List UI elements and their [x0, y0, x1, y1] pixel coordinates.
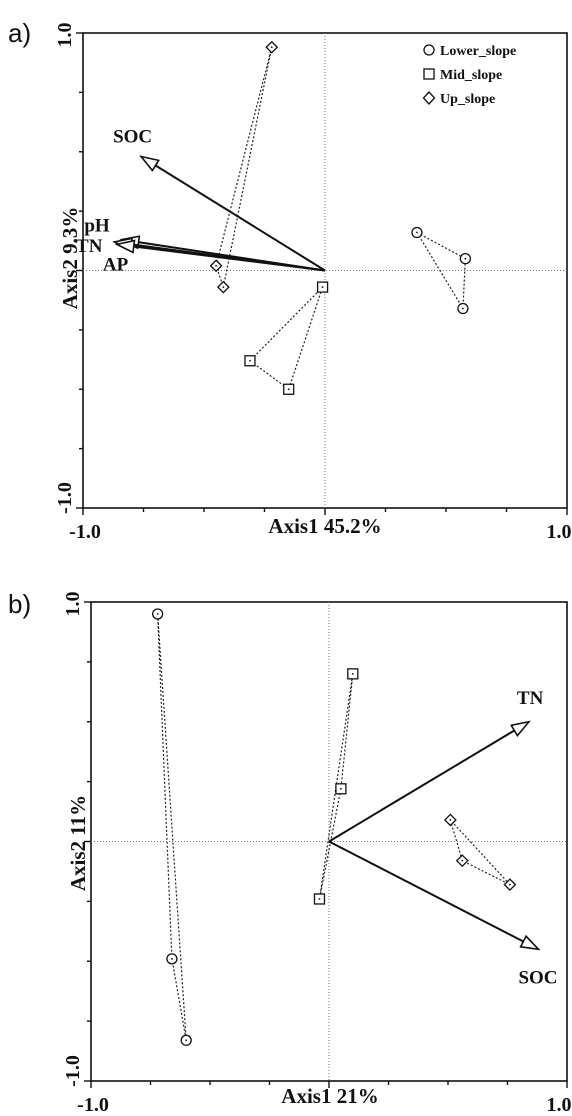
- data-point-up-slope-center: [270, 46, 273, 49]
- panel-label: a): [8, 18, 31, 48]
- data-point-mid-slope-center: [287, 388, 290, 391]
- group-hull-lower-slope: [157, 613, 187, 1041]
- data-point-up-slope-center: [461, 859, 464, 862]
- x-axis-title: Axis1 21%: [281, 1084, 378, 1108]
- group-hull-mid-slope: [249, 286, 324, 391]
- data-point-lower-slope-center: [416, 231, 418, 234]
- vector-label-soc: SOC: [518, 967, 557, 988]
- group-hull-up-slope: [215, 47, 273, 290]
- vector-label-ap: AP: [103, 254, 129, 275]
- vector-arrow-soc: [141, 157, 326, 272]
- data-point-up-slope-center: [508, 883, 511, 886]
- data-point-lower-slope-center: [464, 257, 467, 260]
- legend-diamond-icon: [422, 91, 436, 105]
- data-point-lower-slope-center: [156, 613, 159, 615]
- vector-arrow-tn: [328, 722, 529, 843]
- legend-square-icon: [423, 68, 435, 80]
- x-tick-label-min: -1.0: [77, 1094, 109, 1116]
- legend: Lower_slope Mid_slope Up_slope: [422, 44, 516, 107]
- vector-label-ph: pH: [84, 216, 110, 237]
- vector-arrow-ap: [117, 244, 326, 272]
- x-tick-label-max: 1.0: [547, 521, 572, 543]
- x-tick-label-max: 1.0: [547, 1094, 572, 1116]
- data-point-lower-slope-center: [185, 1039, 188, 1042]
- y-tick-label-min: -1.0: [62, 1055, 84, 1087]
- vector-arrow-soc: [328, 840, 538, 950]
- group-hull-up-slope: [449, 819, 511, 886]
- legend-circle-icon: [423, 44, 435, 56]
- data-point-mid-slope-center: [351, 672, 354, 675]
- vector-label-soc: SOC: [113, 127, 152, 148]
- data-point-mid-slope-center: [340, 787, 342, 790]
- y-axis-title: Axis2 11%: [66, 795, 90, 891]
- y-tick-label-max: 1.0: [62, 592, 84, 617]
- data-point-mid-slope-center: [249, 359, 251, 362]
- x-tick-label-min: -1.0: [69, 521, 101, 543]
- y-axis-title: Axis2 9.3%: [58, 207, 82, 310]
- y-tick-label-min: -1.0: [54, 482, 76, 514]
- data-point-lower-slope-center: [171, 957, 173, 960]
- panel-label: b): [8, 589, 31, 619]
- legend-entry-label: Mid_slope: [440, 68, 502, 83]
- ordination-plot-a: a) -1.0 1.0 1.0 -1.0 Axis1 45.2% Axis2 9.3% SOC…: [8, 18, 572, 543]
- data-point-up-slope-center: [215, 264, 218, 267]
- legend-entry-label: Lower_slope: [440, 44, 516, 59]
- group-hull-lower-slope: [415, 230, 466, 311]
- data-point-mid-slope-center: [321, 286, 324, 289]
- vector-label-tn: TN: [517, 688, 544, 709]
- data-point-mid-slope-center: [318, 898, 321, 900]
- x-axis-title: Axis1 45.2%: [268, 514, 381, 538]
- y-tick-label-max: 1.0: [54, 23, 76, 48]
- data-point-up-slope-center: [222, 286, 225, 289]
- ordination-plot-b: b) -1.0 1.0 1.0 -1.0 Axis1 21% Axis2 11% TN SOC: [8, 589, 572, 1116]
- data-point-lower-slope-center: [462, 307, 464, 310]
- legend-entry-label: Up_slope: [440, 92, 495, 107]
- data-point-up-slope-center: [449, 819, 452, 821]
- vector-label-tn: TN: [76, 236, 103, 257]
